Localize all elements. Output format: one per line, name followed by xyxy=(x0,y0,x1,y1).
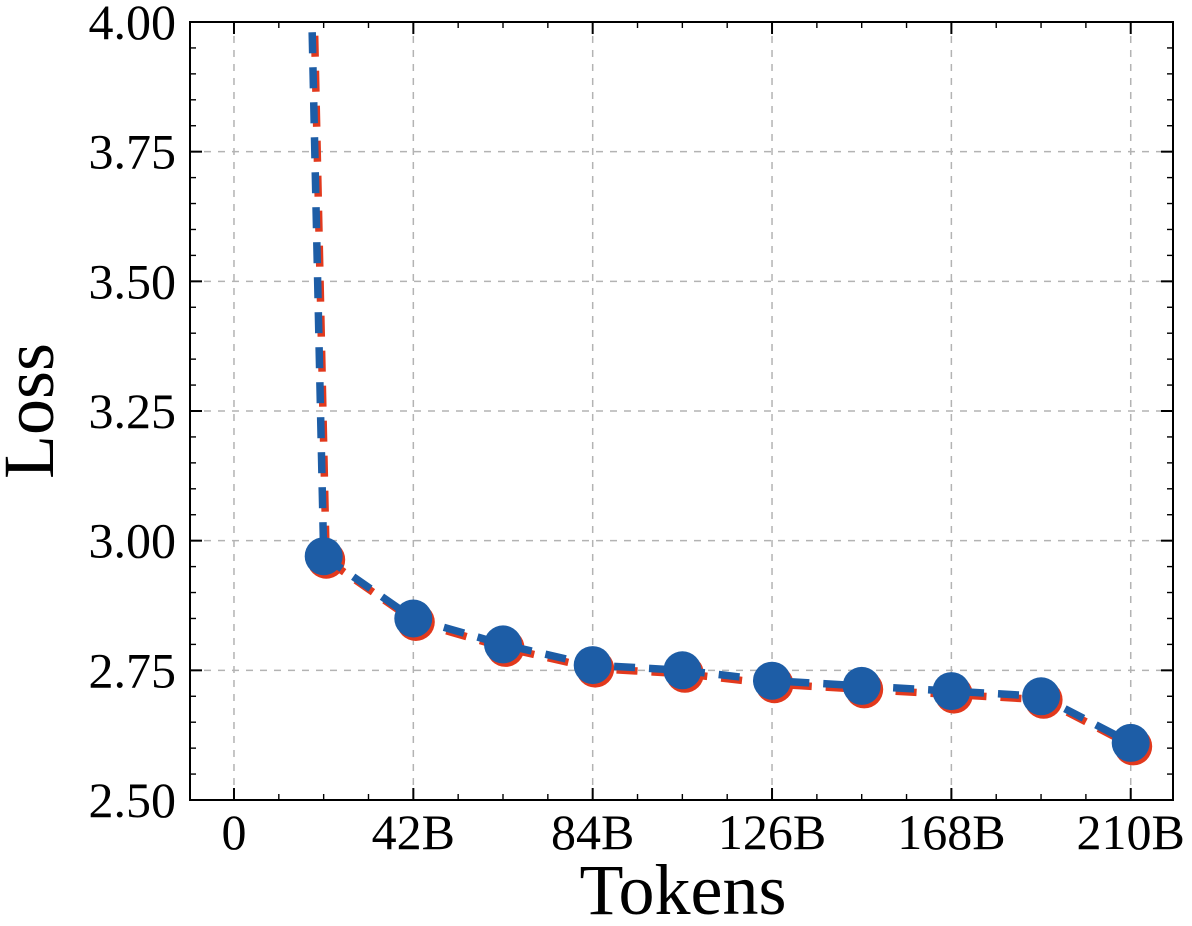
loss-curve-blue-marker xyxy=(304,537,343,576)
y-tick-label: 3.00 xyxy=(89,513,177,569)
ticks xyxy=(190,21,1173,801)
loss-curve-blue-marker xyxy=(1022,677,1061,716)
x-tick-label: 168B xyxy=(897,804,1005,860)
loss-curve-red-underlay xyxy=(307,25,1153,766)
loss-curve-blue-marker xyxy=(663,651,702,690)
loss-curve-blue-marker xyxy=(484,625,522,664)
y-tick-label: 3.25 xyxy=(89,383,177,439)
loss-curve-blue-marker xyxy=(842,666,881,705)
loss-curve-blue xyxy=(304,22,1150,762)
x-tick-label: 210B xyxy=(1077,804,1185,860)
x-tick-label: 84B xyxy=(551,804,634,860)
y-tick-label: 3.75 xyxy=(89,124,177,180)
y-tick-label: 4.00 xyxy=(89,0,177,50)
loss-curve-blue-marker xyxy=(1111,723,1150,762)
loss-curve-blue-marker xyxy=(573,646,612,685)
y-tick-label: 2.75 xyxy=(89,642,177,698)
y-axis-label: Loss xyxy=(0,343,69,479)
y-tick-label: 3.50 xyxy=(89,253,177,309)
loss-curve-blue-line xyxy=(308,22,1133,747)
x-tick-label: 126B xyxy=(718,804,826,860)
x-tick-label: 42B xyxy=(372,804,455,860)
x-tick-label: 0 xyxy=(221,804,246,860)
loss-curve-blue-marker xyxy=(394,599,433,638)
loss-curve-blue-marker xyxy=(753,661,791,700)
plot-area: 2.50 2.75 3.00 3.25 3.50 3.75 4.00 0 42B 84B 126B 1… xyxy=(89,0,1185,860)
loss-curve-blue-marker xyxy=(932,672,971,711)
loss-curve-red-underlay-line xyxy=(310,25,1135,750)
tick-labels: 2.50 2.75 3.00 3.25 3.50 3.75 4.00 0 42B 84B 126B 1… xyxy=(89,0,1185,860)
x-axis-label: Tokens xyxy=(580,850,787,926)
y-tick-label: 2.50 xyxy=(89,772,177,828)
